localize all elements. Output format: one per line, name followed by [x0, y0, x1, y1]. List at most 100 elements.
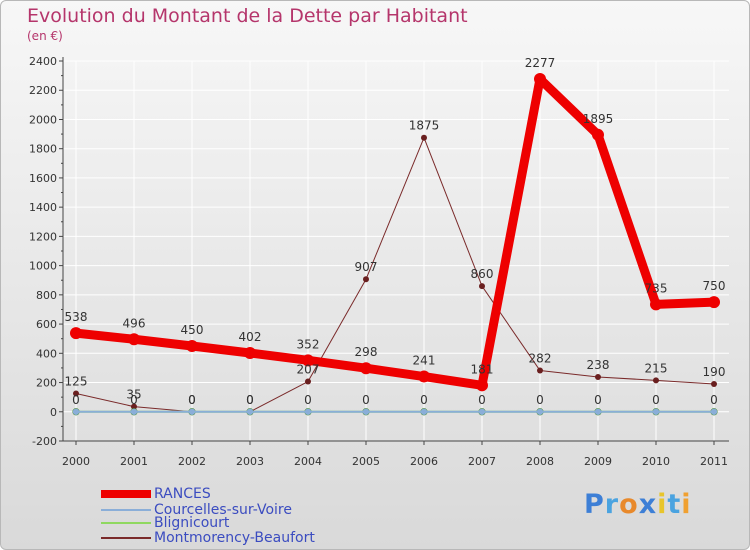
data-point	[421, 134, 427, 141]
data-label: 0	[246, 393, 254, 407]
data-point	[592, 128, 604, 141]
x-tick-label: 2010	[642, 455, 670, 468]
legend-swatch-courcelles	[101, 509, 151, 511]
data-label: 1875	[409, 119, 440, 133]
x-tick-label: 2005	[352, 455, 380, 468]
data-label: 238	[587, 358, 610, 372]
x-tick-label: 2011	[700, 455, 728, 468]
x-tick-label: 2009	[584, 455, 612, 468]
data-point	[362, 408, 370, 415]
data-label: 0	[652, 393, 660, 407]
y-tick-label: 800	[36, 289, 57, 302]
data-label: 907	[355, 260, 378, 274]
data-point	[708, 296, 720, 309]
data-point	[652, 408, 660, 415]
x-tick-label: 2004	[294, 455, 322, 468]
data-label: 496	[123, 316, 146, 330]
data-label: 450	[181, 323, 204, 337]
y-tick-label: 2400	[29, 55, 57, 68]
legend-swatch-rances	[101, 490, 151, 498]
data-point	[650, 298, 662, 311]
data-point	[302, 354, 314, 367]
y-tick-label: 1400	[29, 201, 57, 214]
data-label: 1895	[583, 112, 614, 126]
data-label: 0	[536, 393, 544, 407]
data-point	[476, 379, 488, 392]
data-point	[594, 408, 602, 415]
x-tick-label: 2000	[62, 455, 90, 468]
y-tick-label: 200	[36, 377, 57, 390]
data-point	[246, 408, 254, 415]
y-tick-label: 2200	[29, 84, 57, 97]
data-point	[130, 408, 138, 415]
chart-subtitle: (en €)	[27, 29, 63, 43]
x-tick-label: 2002	[178, 455, 206, 468]
legend-swatch-blignicourt	[101, 522, 151, 524]
chart-title: Evolution du Montant de la Dette par Hab…	[27, 5, 468, 27]
data-point	[305, 378, 311, 385]
data-label: 35	[126, 388, 141, 402]
data-label: 207	[297, 363, 320, 377]
data-point	[304, 408, 312, 415]
data-label: 0	[594, 393, 602, 407]
y-tick-label: 400	[36, 347, 57, 360]
logo-letter: P	[584, 489, 605, 520]
data-point	[186, 340, 198, 352]
legend-item-rances: RANCES	[101, 486, 211, 502]
x-tick-label: 2001	[120, 455, 148, 468]
data-point	[710, 408, 718, 415]
data-label: 181	[471, 362, 494, 376]
data-label: 2277	[525, 56, 556, 70]
data-point	[418, 370, 430, 383]
data-point	[360, 362, 372, 375]
data-label: 0	[72, 393, 80, 407]
data-point	[73, 390, 79, 397]
data-label: 860	[471, 267, 494, 281]
logo-letter: r	[604, 489, 620, 520]
legend-item-montmorency: Montmorency-Beaufort	[101, 530, 315, 546]
y-tick-label: 1200	[29, 230, 57, 243]
logo-letter: x	[638, 489, 658, 520]
data-point	[244, 347, 256, 360]
y-tick-label: 2000	[29, 113, 57, 126]
y-tick-label: 1600	[29, 172, 57, 185]
data-label: 0	[304, 393, 312, 407]
data-point	[131, 403, 137, 410]
data-label: 125	[65, 375, 88, 389]
data-point	[534, 72, 546, 85]
data-point	[479, 283, 485, 290]
data-label: 538	[65, 310, 88, 324]
y-tick-label: 0	[50, 406, 57, 419]
y-tick-label: 1800	[29, 143, 57, 156]
data-point	[536, 408, 544, 415]
data-label: 298	[355, 345, 378, 359]
data-label: 735	[645, 281, 668, 295]
series-line	[71, 74, 719, 390]
data-label: 282	[529, 352, 552, 366]
proxiti-logo: Proxiti	[584, 489, 692, 520]
x-tick-label: 2008	[526, 455, 554, 468]
legend-label-blignicourt: Blignicourt	[154, 515, 230, 531]
logo-letter: o	[619, 489, 639, 520]
data-label: 215	[645, 361, 668, 375]
data-label: 190	[703, 365, 726, 379]
data-label: 0	[710, 393, 718, 407]
y-tick-label: -200	[32, 435, 57, 448]
data-label: 0	[188, 393, 196, 407]
logo-letter: i	[657, 489, 668, 520]
legend-label-courcelles: Courcelles-sur-Voire	[154, 502, 292, 518]
data-label: 0	[362, 393, 370, 407]
data-point	[70, 327, 82, 340]
x-tick-label: 2003	[236, 455, 264, 468]
data-point	[653, 377, 659, 384]
x-tick-label: 2007	[468, 455, 496, 468]
logo-letter: i	[681, 489, 692, 520]
y-tick-label: 1000	[29, 260, 57, 273]
legend-item-courcelles: Courcelles-sur-Voire	[101, 502, 292, 518]
data-point	[595, 373, 601, 380]
legend-label-montmorency: Montmorency-Beaufort	[154, 530, 315, 546]
data-point	[72, 408, 80, 415]
data-label: 0	[188, 393, 196, 407]
